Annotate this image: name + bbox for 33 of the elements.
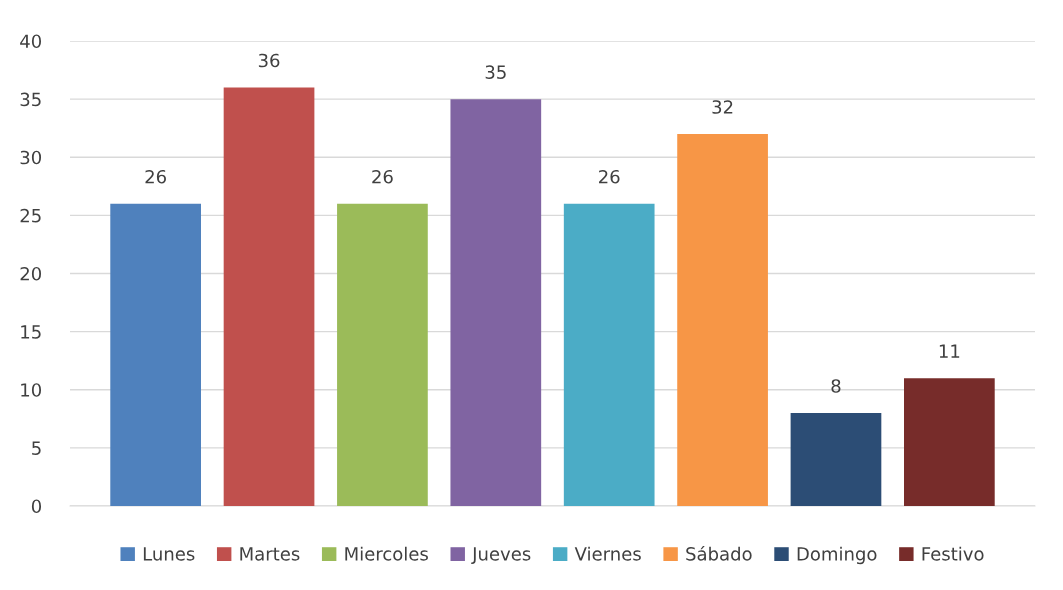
- legend-label: Martes: [240, 547, 300, 561]
- data-label: 32: [712, 100, 733, 114]
- y-tick-label: 30: [20, 150, 42, 165]
- legend-label: Lunes: [143, 547, 195, 561]
- bar: [677, 134, 768, 506]
- data-label: 36: [258, 53, 280, 68]
- data-label: 26: [599, 169, 620, 184]
- y-tick-label: 10: [21, 383, 42, 397]
- bar: [790, 413, 882, 506]
- legend-label: Viernes: [574, 546, 641, 561]
- bar: [450, 99, 542, 506]
- data-label: 11: [939, 344, 960, 358]
- y-tick-label: 15: [21, 325, 41, 339]
- y-tick-label: 20: [20, 266, 42, 281]
- legend-label: Sábado: [686, 545, 752, 561]
- bar: [904, 378, 995, 506]
- legend-label: Jueves: [471, 547, 531, 565]
- y-tick-label: 0: [31, 499, 42, 514]
- data-label: 8: [831, 379, 841, 393]
- bar: [337, 203, 428, 506]
- legend-label: Domingo: [797, 546, 877, 565]
- bar: [110, 203, 201, 506]
- bar: [223, 87, 315, 506]
- data-label: 35: [485, 65, 506, 79]
- data-label: 26: [145, 169, 166, 184]
- y-tick-label: 5: [32, 441, 41, 455]
- legend-label: Festivo: [922, 546, 984, 561]
- y-tick-label: 40: [20, 34, 42, 49]
- y-tick-label: 25: [20, 208, 41, 223]
- y-tick-label: 35: [20, 92, 41, 107]
- data-label: 26: [372, 169, 393, 184]
- legend-label: Miercoles: [345, 546, 428, 561]
- bar: [563, 203, 655, 506]
